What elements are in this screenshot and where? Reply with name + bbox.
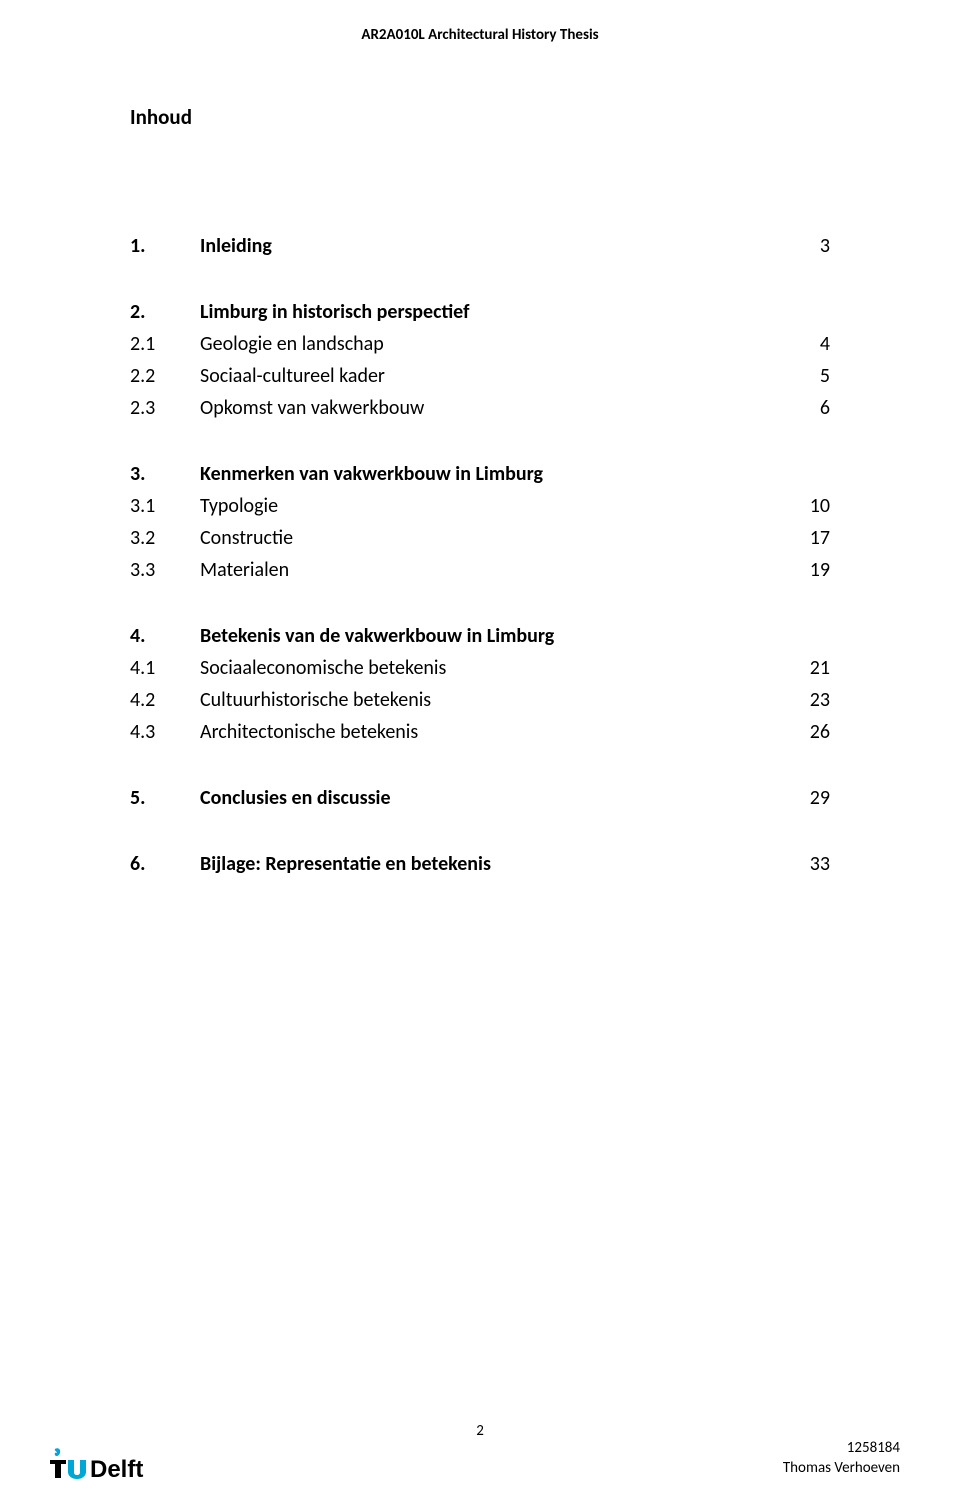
toc-item: 3.2 Constructie 17 [130,522,830,554]
toc-page: 26 [790,716,830,748]
student-name: Thomas Verhoeven [783,1459,900,1479]
toc-heading: 6. Bijlage: Representatie en betekenis 3… [130,848,830,880]
toc-label: Inleiding [200,230,790,262]
toc-num: 4.2 [130,684,200,716]
footer-student: 1258184 Thomas Verhoeven [783,1439,900,1478]
toc-label: Limburg in historisch perspectief [200,296,790,328]
toc-section-6: 6. Bijlage: Representatie en betekenis 3… [130,848,830,880]
toc-item: 4.1 Sociaaleconomische betekenis 21 [130,652,830,684]
toc-page: 5 [790,360,830,392]
toc-page: 17 [790,522,830,554]
tudelft-logo-icon: Delft [48,1446,158,1480]
toc-label: Sociaal-cultureel kader [200,360,790,392]
toc-label: Sociaaleconomische betekenis [200,652,790,684]
toc-label: Cultuurhistorische betekenis [200,684,790,716]
toc-heading: 2. Limburg in historisch perspectief [130,296,830,328]
toc-label: Constructie [200,522,790,554]
page-footer: 2 1258184 Thomas Verhoeven Delft [0,1408,960,1498]
toc-num: 3. [130,458,200,490]
toc-page: 4 [790,328,830,360]
toc-page: 33 [790,848,830,880]
toc-num: 2.3 [130,392,200,424]
toc-num: 3.2 [130,522,200,554]
toc-label: Architectonische betekenis [200,716,790,748]
logo-text: Delft [90,1456,143,1480]
toc-item: 3.1 Typologie 10 [130,490,830,522]
toc-label: Materialen [200,554,790,586]
toc-num: 1. [130,230,200,262]
page-header: AR2A010L Architectural History Thesis [0,0,960,44]
page-title: Inhoud [130,104,830,130]
toc-page: 21 [790,652,830,684]
toc-num: 2. [130,296,200,328]
toc-num: 3.3 [130,554,200,586]
content-area: Inhoud 1. Inleiding 3 2. Limburg in hist… [0,44,960,880]
toc-label: Geologie en landschap [200,328,790,360]
toc-page: 10 [790,490,830,522]
toc-num: 3.1 [130,490,200,522]
toc-label: Kenmerken van vakwerkbouw in Limburg [200,458,790,490]
toc-heading: 5. Conclusies en discussie 29 [130,782,830,814]
toc-page: 29 [790,782,830,814]
student-id: 1258184 [783,1439,900,1459]
toc-page [790,620,830,652]
toc-num: 6. [130,848,200,880]
toc-item: 2.2 Sociaal-cultureel kader 5 [130,360,830,392]
toc-page: 3 [790,230,830,262]
toc-section-2: 2. Limburg in historisch perspectief 2.1… [130,296,830,424]
toc-section-4: 4. Betekenis van de vakwerkbouw in Limbu… [130,620,830,748]
toc-label: Betekenis van de vakwerkbouw in Limburg [200,620,790,652]
toc-num: 4.1 [130,652,200,684]
toc-item: 4.3 Architectonische betekenis 26 [130,716,830,748]
toc-heading: 3. Kenmerken van vakwerkbouw in Limburg [130,458,830,490]
toc-item: 2.1 Geologie en landschap 4 [130,328,830,360]
toc-heading: 4. Betekenis van de vakwerkbouw in Limbu… [130,620,830,652]
toc-label: Typologie [200,490,790,522]
toc-label: Conclusies en discussie [200,782,790,814]
page-number: 2 [476,1422,484,1440]
toc-page: 19 [790,554,830,586]
toc-page: 6 [790,392,830,424]
toc-num: 2.1 [130,328,200,360]
toc-section-3: 3. Kenmerken van vakwerkbouw in Limburg … [130,458,830,586]
toc-page: 23 [790,684,830,716]
toc-heading: 1. Inleiding 3 [130,230,830,262]
toc-section-5: 5. Conclusies en discussie 29 [130,782,830,814]
toc-page [790,296,830,328]
toc-item: 3.3 Materialen 19 [130,554,830,586]
toc-label: Bijlage: Representatie en betekenis [200,848,790,880]
toc-num: 2.2 [130,360,200,392]
toc-item: 4.2 Cultuurhistorische betekenis 23 [130,684,830,716]
toc-item: 2.3 Opkomst van vakwerkbouw 6 [130,392,830,424]
toc-section-1: 1. Inleiding 3 [130,230,830,262]
toc-num: 4. [130,620,200,652]
toc-label: Opkomst van vakwerkbouw [200,392,790,424]
course-code: AR2A010L Architectural History Thesis [361,26,598,44]
toc-num: 5. [130,782,200,814]
toc-num: 4.3 [130,716,200,748]
toc-page [790,458,830,490]
